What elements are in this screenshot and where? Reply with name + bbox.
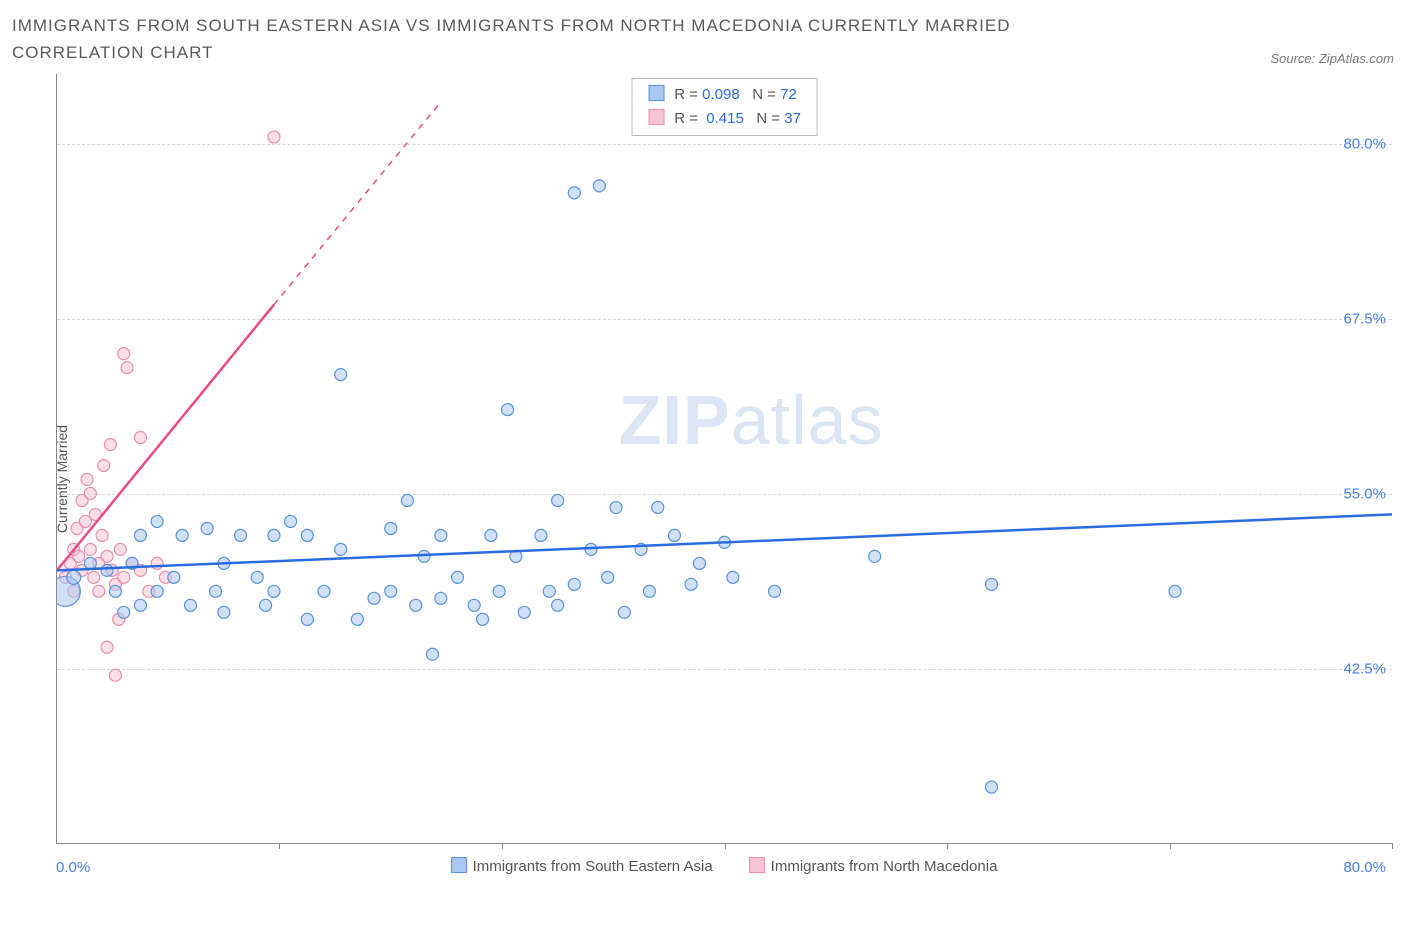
- bottom-legend-item-blue: Immigrants from South Eastern Asia: [451, 857, 713, 875]
- bottom-legend-item-pink: Immigrants from North Macedonia: [749, 857, 998, 875]
- legend-swatch-blue-icon: [451, 857, 467, 873]
- stats-legend: R = 0.098 N = 72 R = 0.415 N = 37: [631, 78, 818, 136]
- chart-source: Source: ZipAtlas.com: [1250, 51, 1394, 66]
- legend-swatch-pink-icon: [749, 857, 765, 873]
- chart-header: IMMIGRANTS FROM SOUTH EASTERN ASIA VS IM…: [12, 12, 1394, 66]
- x-tick: [1392, 843, 1393, 849]
- bottom-legend: Immigrants from South Eastern Asia Immig…: [56, 848, 1392, 884]
- stats-legend-row-pink: R = 0.415 N = 37: [648, 107, 801, 131]
- stats-legend-row-blue: R = 0.098 N = 72: [648, 83, 801, 107]
- chart-title: IMMIGRANTS FROM SOUTH EASTERN ASIA VS IM…: [12, 12, 1112, 66]
- legend-swatch-blue: [648, 85, 664, 101]
- chart-container: Currently Married ZIPatlas R = 0.098 N =…: [12, 74, 1392, 884]
- plot-svg: [57, 74, 1392, 843]
- plot-area: ZIPatlas R = 0.098 N = 72 R = 0.415 N = …: [56, 74, 1392, 844]
- legend-swatch-pink: [648, 109, 664, 125]
